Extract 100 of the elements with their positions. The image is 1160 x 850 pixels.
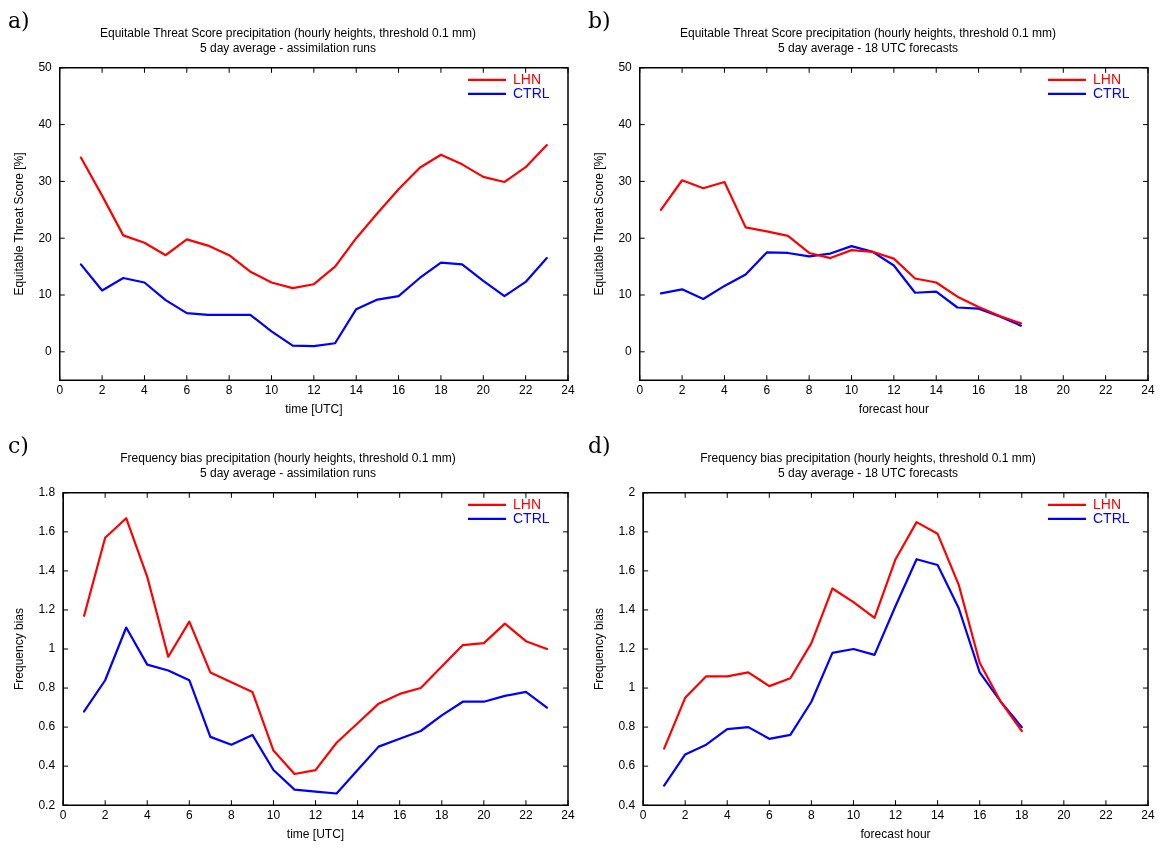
x-tick-label: 16 (973, 807, 987, 822)
x-tick-label: 22 (519, 807, 533, 822)
x-tick-label: 0 (59, 807, 67, 822)
y-tick-label: 20 (618, 230, 633, 245)
y-tick-label: 1.2 (618, 641, 636, 656)
y-tick-label: 0 (45, 344, 53, 359)
x-tick-label: 18 (435, 807, 449, 822)
y-tick-label: 0 (625, 344, 633, 359)
legend-label: CTRL (1093, 84, 1130, 101)
x-tick-label: 2 (678, 382, 686, 397)
x-tick-label: 2 (101, 807, 109, 822)
x-tick-label: 12 (308, 807, 323, 822)
x-tick-label: 6 (185, 807, 193, 822)
x-tick-label: 0 (639, 807, 647, 822)
x-tick-label: 8 (808, 807, 816, 822)
legend-label: LHN (1093, 70, 1122, 87)
x-tick-label: 14 (349, 382, 364, 397)
y-tick-label: 50 (38, 60, 53, 75)
x-tick-label: 12 (887, 382, 901, 397)
y-tick-label: 0.6 (618, 758, 636, 773)
x-tick-label: 20 (476, 382, 491, 397)
x-tick-label: 6 (765, 807, 773, 822)
y-tick-label: 40 (618, 116, 633, 131)
chart-title: Equitable Threat Score precipitation (hourly heights, threshold 0.1 mm) (100, 25, 476, 40)
y-tick-label: 40 (38, 116, 53, 131)
x-tick-label: 18 (1014, 382, 1028, 397)
y-tick-label: 1.8 (618, 524, 636, 539)
x-tick-label: 22 (1098, 382, 1113, 397)
x-tick-label: 10 (844, 382, 859, 397)
y-axis-title: Equitable Threat Score [%] (11, 152, 26, 296)
y-tick-label: 0.6 (38, 719, 56, 734)
y-tick-label: 0.4 (38, 758, 56, 773)
x-tick-label: 4 (143, 807, 151, 822)
x-tick-label: 24 (1141, 807, 1155, 822)
x-tick-label: 16 (393, 807, 407, 822)
legend-label: LHN (1093, 495, 1122, 512)
chart-title: Frequency bias precipitation (hourly heights, threshold 0.1 mm) (120, 450, 456, 465)
legend-label: LHN (513, 495, 542, 512)
x-tick-label: 18 (434, 382, 448, 397)
x-tick-label: 20 (477, 807, 491, 822)
x-tick-label: 24 (561, 807, 575, 822)
chart-title: Equitable Threat Score precipitation (hourly heights, threshold 0.1 mm) (680, 25, 1056, 40)
x-tick-label: 20 (1056, 382, 1071, 397)
chart-subtitle: 5 day average - 18 UTC forecasts (777, 465, 959, 480)
x-tick-label: 2 (98, 382, 106, 397)
x-tick-label: 10 (846, 807, 861, 822)
x-tick-label: 14 (930, 807, 945, 822)
legend-label: LHN (513, 70, 542, 87)
y-tick-label: 1 (628, 680, 636, 695)
y-tick-label: 1 (48, 641, 56, 656)
x-tick-label: 22 (1099, 807, 1113, 822)
y-tick-label: 0.4 (618, 797, 636, 812)
legend-label: CTRL (1093, 509, 1130, 526)
text: c) (8, 433, 29, 458)
x-tick-label: 4 (721, 382, 729, 397)
x-axis-title: forecast hour (858, 402, 929, 417)
y-tick-label: 0.8 (38, 680, 56, 695)
y-axis-title: Equitable Threat Score [%] (591, 152, 606, 296)
x-tick-label: 8 (805, 382, 813, 397)
x-tick-label: 24 (1141, 382, 1155, 397)
y-tick-label: 10 (618, 287, 633, 302)
x-tick-label: 14 (350, 807, 365, 822)
y-tick-label: 0.8 (618, 719, 636, 734)
y-tick-label: 1.6 (618, 563, 636, 578)
text: b) (588, 8, 611, 33)
x-tick-label: 8 (225, 382, 233, 397)
y-tick-label: 1.2 (38, 602, 56, 617)
text: a) (8, 8, 30, 33)
x-tick-label: 6 (183, 382, 191, 397)
x-tick-label: 14 (929, 382, 944, 397)
chart-subtitle: 5 day average - assimilation runs (199, 40, 377, 55)
y-tick-label: 1.4 (618, 602, 636, 617)
x-tick-label: 6 (763, 382, 771, 397)
x-tick-label: 8 (228, 807, 236, 822)
y-tick-label: 1.8 (38, 485, 56, 500)
x-axis-title: time [UTC] (286, 827, 345, 842)
chart-subtitle: 5 day average - 18 UTC forecasts (777, 40, 959, 55)
chart-title: Frequency bias precipitation (hourly heights, threshold 0.1 mm) (700, 450, 1036, 465)
y-tick-label: 0.2 (38, 797, 56, 812)
x-tick-label: 10 (266, 807, 281, 822)
y-tick-label: 10 (38, 287, 53, 302)
y-tick-label: 30 (618, 173, 633, 188)
legend-label: CTRL (513, 84, 550, 101)
x-tick-label: 12 (307, 382, 321, 397)
y-tick-label: 2 (628, 485, 636, 500)
x-tick-label: 16 (391, 382, 406, 397)
x-tick-label: 4 (141, 382, 149, 397)
x-tick-label: 4 (723, 807, 731, 822)
x-tick-label: 20 (1057, 807, 1071, 822)
y-tick-label: 1.4 (38, 563, 56, 578)
legend-label: CTRL (513, 509, 550, 526)
y-tick-label: 20 (38, 230, 53, 245)
y-tick-label: 50 (618, 60, 633, 75)
x-tick-label: 10 (264, 382, 279, 397)
text: d) (588, 433, 611, 458)
x-tick-label: 12 (888, 807, 903, 822)
x-tick-label: 24 (561, 382, 575, 397)
chart-subtitle: 5 day average - assimilation runs (199, 465, 377, 480)
y-axis-title: Frequency bias (11, 607, 26, 691)
x-tick-label: 22 (518, 382, 533, 397)
